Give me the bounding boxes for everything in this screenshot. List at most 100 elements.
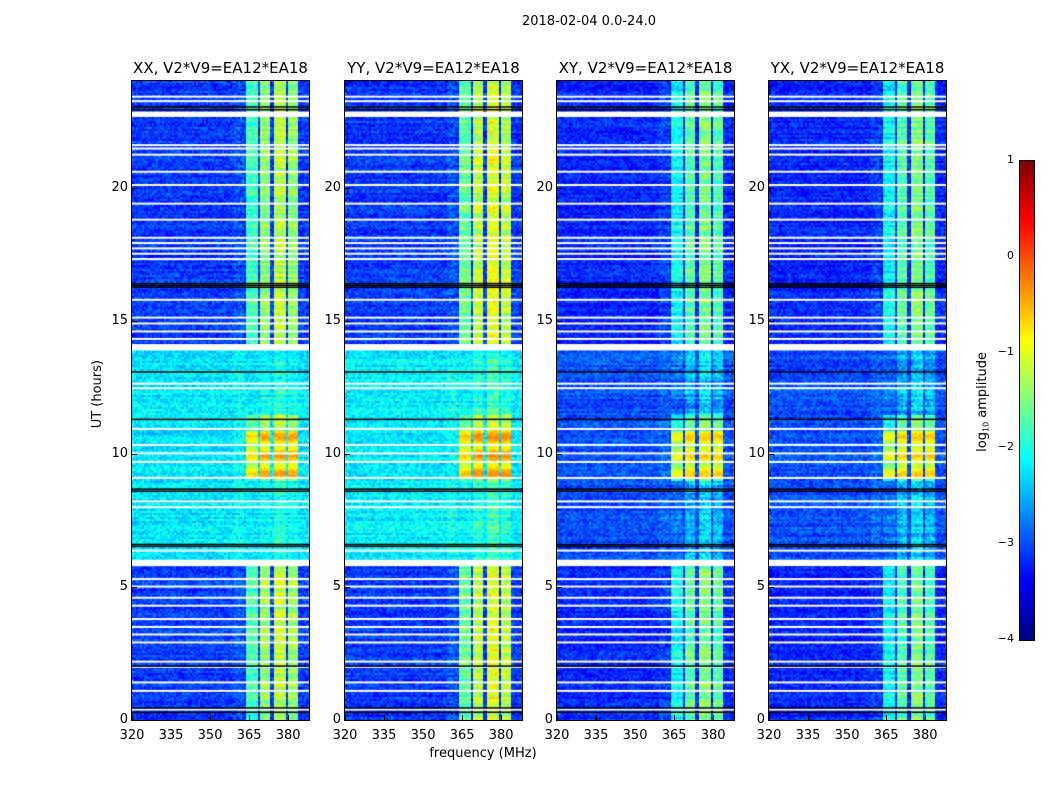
colorbar-label-subscript: 10 <box>981 421 991 433</box>
x-tick-mark <box>769 715 770 720</box>
y-tick-mark <box>769 453 774 455</box>
x-tick-mark <box>635 715 637 720</box>
y-tick-mark <box>769 586 774 588</box>
colorbar-label-log: log <box>975 432 990 452</box>
x-tick-mark <box>925 715 927 720</box>
colorbar-tick-label: −1 <box>997 344 1014 358</box>
y-tick-label: 20 <box>111 179 128 195</box>
x-tick-mark <box>713 715 715 720</box>
y-tick-label: 5 <box>332 578 341 594</box>
colorbar-label-rest: amplitude <box>975 352 990 422</box>
x-tick-label: 365 <box>661 728 687 743</box>
heatmap <box>769 81 946 720</box>
y-tick-label: 0 <box>119 712 128 727</box>
x-tick-label: 335 <box>371 728 397 743</box>
y-tick-mark <box>769 720 774 721</box>
colorbar-tick-label: −2 <box>997 440 1014 454</box>
y-tick-mark <box>132 320 137 322</box>
x-tick-label: 350 <box>410 728 436 743</box>
panel-title: XX, V2*V9=EA12*EA18 <box>133 59 308 77</box>
x-tick-mark <box>462 715 464 720</box>
colorbar <box>1019 160 1035 641</box>
y-tick-label: 20 <box>324 179 341 195</box>
x-tick-label: 380 <box>488 728 514 743</box>
x-tick-label: 320 <box>756 728 782 743</box>
spectrogram-panel-4: YX, V2*V9=EA12*EA18 320 335 350 365 380 0 5 10 15… <box>748 59 947 743</box>
y-tick-label: 20 <box>536 179 553 195</box>
x-tick-label: 365 <box>236 728 262 743</box>
y-tick-label: 15 <box>536 312 553 328</box>
spectrogram-panel-3: XY, V2*V9=EA12*EA18 320 335 350 365 380 0 5 10 15… <box>536 59 735 743</box>
x-tick-mark <box>674 715 676 720</box>
y-tick-mark <box>769 187 774 189</box>
y-tick-mark <box>132 586 137 588</box>
y-tick-label: 10 <box>536 445 553 461</box>
y-tick-label: 20 <box>748 179 765 195</box>
y-tick-mark <box>769 320 774 322</box>
y-tick-mark <box>557 720 562 721</box>
y-tick-mark <box>345 453 350 455</box>
y-tick-label: 10 <box>324 445 341 461</box>
x-tick-mark <box>132 715 133 720</box>
x-tick-label: 380 <box>700 728 726 743</box>
y-tick-label: 5 <box>544 578 553 594</box>
x-tick-mark <box>557 715 558 720</box>
colorbar-tick-label: −4 <box>997 632 1014 645</box>
x-tick-mark <box>384 715 386 720</box>
y-tick-label: 0 <box>332 712 341 727</box>
x-tick-mark <box>210 715 212 720</box>
colorbar-tick-label: 1 <box>1007 153 1014 166</box>
y-tick-mark <box>132 720 137 721</box>
x-tick-mark <box>886 715 888 720</box>
y-tick-mark <box>557 320 562 322</box>
x-tick-label: 320 <box>544 728 570 743</box>
colorbar-tick-label: −3 <box>997 536 1014 550</box>
y-tick-label: 15 <box>748 312 765 328</box>
x-tick-label: 380 <box>912 728 938 743</box>
x-tick-label: 335 <box>795 728 821 743</box>
y-tick-mark <box>132 187 137 189</box>
panel-title: YX, V2*V9=EA12*EA18 <box>770 59 945 77</box>
y-tick-label: 15 <box>111 312 128 328</box>
y-tick-mark <box>557 586 562 588</box>
x-tick-label: 350 <box>622 728 648 743</box>
heatmap <box>557 81 734 720</box>
y-tick-mark <box>132 453 137 455</box>
y-tick-mark <box>557 453 562 455</box>
x-tick-label: 365 <box>873 728 899 743</box>
y-tick-label: 10 <box>111 445 128 461</box>
colorbar-tick-label: 0 <box>1007 248 1014 262</box>
figure-title: 2018-02-04 0.0-24.0 <box>522 14 656 29</box>
x-tick-mark <box>171 715 173 720</box>
x-tick-label: 350 <box>834 728 860 743</box>
x-tick-label: 320 <box>119 728 145 743</box>
x-tick-mark <box>501 715 503 720</box>
panel-title: XY, V2*V9=EA12*EA18 <box>558 59 733 77</box>
x-tick-mark <box>847 715 849 720</box>
x-tick-label: 335 <box>583 728 609 743</box>
y-tick-mark <box>345 586 350 588</box>
y-tick-label: 0 <box>544 712 553 727</box>
x-tick-mark <box>345 715 346 720</box>
colorbar-label: log10 amplitude <box>975 352 994 452</box>
x-tick-label: 320 <box>332 728 358 743</box>
heatmap <box>132 81 309 720</box>
y-tick-label: 0 <box>756 712 765 727</box>
heatmap <box>345 81 522 720</box>
x-tick-label: 350 <box>197 728 223 743</box>
y-axis-label: UT (hours) <box>90 360 105 429</box>
x-tick-mark <box>596 715 598 720</box>
x-tick-mark <box>808 715 810 720</box>
spectrogram-panel-1: XX, V2*V9=EA12*EA18 320 335 350 365 380 0 5 10 15… <box>111 59 310 743</box>
spectrogram-panel-2: YY, V2*V9=EA12*EA18 320 335 350 365 380 0 5 10 15… <box>324 59 523 743</box>
x-axis-label: frequency (MHz) <box>429 746 537 761</box>
y-tick-label: 5 <box>756 578 765 594</box>
panel-title: YY, V2*V9=EA12*EA18 <box>347 59 520 77</box>
x-tick-label: 380 <box>275 728 301 743</box>
y-tick-mark <box>345 720 350 721</box>
y-tick-label: 10 <box>748 445 765 461</box>
y-tick-label: 5 <box>119 578 128 594</box>
x-tick-mark <box>249 715 251 720</box>
x-tick-label: 335 <box>158 728 184 743</box>
y-tick-mark <box>345 187 350 189</box>
